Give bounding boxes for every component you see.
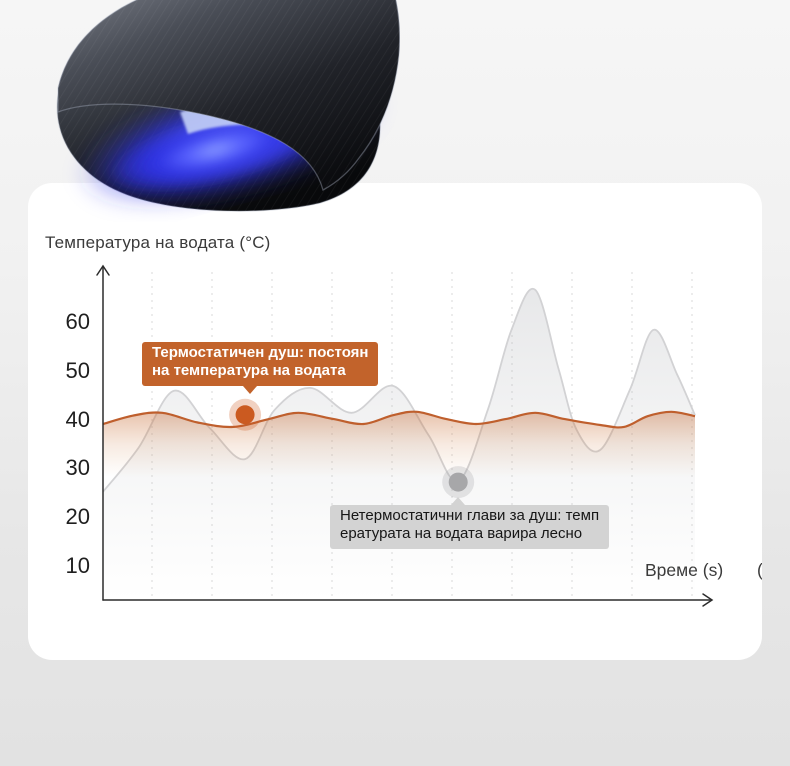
callout-pointer-down-icon [243,385,257,394]
temperature-chart [96,264,714,607]
y-tick-label-40: 40 [65,406,90,432]
callout-thermostatic-line1: Термостатичен душ: постоян [152,344,369,361]
y-tick-label-60: 60 [65,309,90,334]
callout-thermostatic-line2: на температура на водата [152,362,346,380]
chart-card: Температура на водата (°C) 10 20 30 40 50 60 … [28,183,762,660]
thermostatic-series-line [102,410,696,429]
callout-nonthermostatic-line1: Нетермостатични глави за душ: темп [340,507,600,524]
callout-pointer-up-icon [451,497,465,505]
axes [96,264,714,607]
series-markers [229,398,475,499]
callout-nonthermostatic-line2: ературата на водата варира лесно [340,525,583,543]
y-tick-label-20: 20 [65,504,90,530]
device-top-slab-texture [58,0,400,190]
y-tick-label-30: 30 [65,455,90,481]
x-axis-label-clipped-glyph: ( [757,560,762,581]
orange-marker-dot [235,405,255,425]
callout-thermostatic: Термостатичен душ: постоян на температур… [142,342,379,394]
grey-marker-dot [448,472,468,492]
y-tick-label-50: 50 [65,357,90,383]
y-axis-arrow-icon [96,264,110,276]
chart-title: Температура на водата (°C) [45,233,271,252]
device-top-slab [57,0,400,191]
callout-nonthermostatic: Нетермостатични глави за душ: темп ерату… [330,497,610,549]
x-axis-label: Време (s) [645,560,724,580]
device-lightblue-sliver [180,97,360,146]
x-axis-arrow-icon [702,593,714,607]
y-tick-label-10: 10 [65,553,90,578]
thermostatic-series-fill [103,411,695,477]
